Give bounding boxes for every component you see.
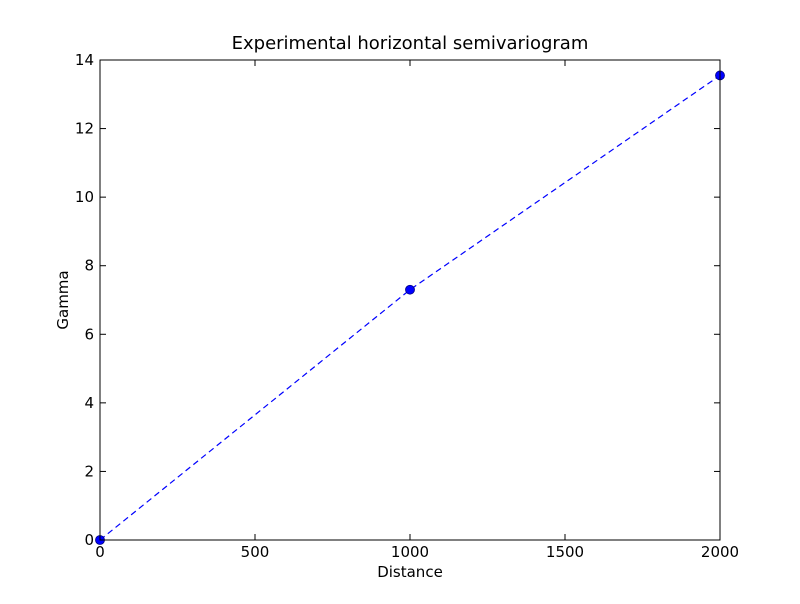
x-tick-label: 1000 <box>391 543 429 561</box>
data-point <box>405 284 415 295</box>
y-axis-label: Gamma <box>54 270 72 329</box>
y-tick-label: 10 <box>75 188 94 206</box>
plot-area <box>100 60 720 540</box>
chart-title: Experimental horizontal semivariogram <box>232 33 589 54</box>
y-axis-ticks: 0 2 4 6 8 10 12 14 <box>75 51 720 549</box>
y-tick-label: 6 <box>84 325 94 343</box>
plot-frame <box>99 59 721 541</box>
x-tick-label: 2000 <box>701 543 739 561</box>
x-tick-label: 500 <box>241 543 270 561</box>
x-tick-label: 0 <box>95 543 105 561</box>
y-tick-label: 0 <box>84 531 94 549</box>
y-tick-label: 8 <box>84 257 94 275</box>
y-tick-label: 12 <box>75 120 94 138</box>
x-axis-label: Distance <box>377 563 443 581</box>
y-tick-label: 4 <box>84 394 94 412</box>
series-line <box>99 74 721 541</box>
y-tick-label: 2 <box>84 462 94 480</box>
x-tick-label: 1500 <box>546 543 584 561</box>
x-axis-ticks: 0 500 1000 1500 2000 <box>95 60 739 561</box>
y-tick-label: 14 <box>75 51 94 69</box>
